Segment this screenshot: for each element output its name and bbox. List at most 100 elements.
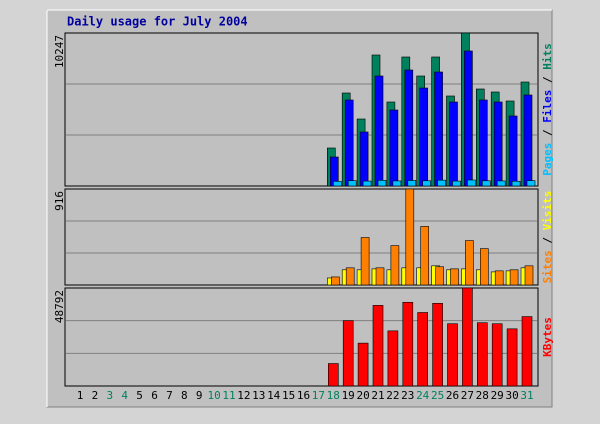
panel <box>64 188 539 286</box>
bar <box>481 180 491 187</box>
x-tick-label: 21 <box>371 389 384 402</box>
y-tick-label: 10247 <box>53 35 66 68</box>
x-tick-label: 28 <box>476 389 489 402</box>
x-tick-label: 1 <box>77 389 84 402</box>
x-tick-label: 14 <box>267 389 281 402</box>
legend: Pages / Files / Hits <box>541 43 554 176</box>
legend-entry: Pages <box>541 143 554 176</box>
x-tick-label: 25 <box>431 389 444 402</box>
bar <box>524 265 534 286</box>
bar <box>359 131 369 187</box>
bar <box>404 69 414 187</box>
bar <box>327 363 339 387</box>
legend-separator: / <box>541 230 554 250</box>
x-tick-label: 23 <box>401 389 414 402</box>
bar <box>392 180 402 187</box>
legend-separator: / <box>541 123 554 143</box>
x-tick-label: 7 <box>166 389 173 402</box>
x-tick-label: 31 <box>520 389 533 402</box>
bar <box>491 323 503 387</box>
x-tick-label: 24 <box>416 389 430 402</box>
x-tick-label: 19 <box>342 389 355 402</box>
bar <box>372 305 384 387</box>
bar <box>506 328 518 387</box>
bar <box>407 180 417 187</box>
bar <box>467 179 476 187</box>
x-tick-label: 3 <box>106 389 113 402</box>
bar <box>387 330 399 387</box>
bar <box>521 316 533 387</box>
legend: KBytes <box>541 317 554 357</box>
bar <box>344 99 354 187</box>
legend-entry: Hits <box>541 43 554 70</box>
bar <box>479 248 489 286</box>
x-tick-label: 17 <box>312 389 325 402</box>
bar <box>496 180 506 187</box>
legend-entry: Visits <box>541 191 554 231</box>
bar <box>390 245 400 286</box>
bar <box>389 109 399 187</box>
bar <box>511 180 521 187</box>
bar <box>465 240 474 286</box>
bar <box>462 287 473 387</box>
x-tick-label: 16 <box>297 389 310 402</box>
bar <box>464 50 473 187</box>
x-tick-label: 8 <box>181 389 188 402</box>
bar <box>493 101 503 187</box>
bar <box>434 71 443 187</box>
bar <box>330 276 340 286</box>
x-tick-label: 30 <box>505 389 518 402</box>
legend-entry: Files <box>541 90 554 123</box>
x-tick-label: 26 <box>446 389 459 402</box>
x-tick-label: 11 <box>222 389 235 402</box>
chart-title: Daily usage for July 2004 <box>67 15 248 29</box>
x-tick-label: 9 <box>196 389 203 402</box>
bar <box>449 101 458 187</box>
x-tick-label: 18 <box>327 389 340 402</box>
x-tick-label: 29 <box>491 389 504 402</box>
y-tick-label: 916 <box>53 191 66 211</box>
x-tick-label: 27 <box>461 389 474 402</box>
bar <box>476 322 488 387</box>
x-tick-label: 20 <box>356 389 369 402</box>
x-tick-label: 22 <box>386 389 399 402</box>
bar <box>332 181 342 187</box>
bar <box>362 180 372 187</box>
x-tick-label: 6 <box>151 389 158 402</box>
bar <box>360 237 370 286</box>
bar <box>447 323 458 387</box>
bar <box>374 75 384 187</box>
bar <box>422 180 432 187</box>
x-tick-label: 5 <box>136 389 143 402</box>
bar <box>509 269 519 286</box>
x-tick-label: 15 <box>282 389 295 402</box>
x-tick-label: 13 <box>252 389 265 402</box>
bar <box>375 267 385 286</box>
bar <box>450 268 459 286</box>
bar <box>452 180 461 187</box>
x-tick-label: 4 <box>121 389 128 402</box>
panel <box>64 32 539 187</box>
bar <box>345 267 355 286</box>
bar <box>432 303 443 387</box>
y-tick-label: 48792 <box>53 290 66 323</box>
legend-separator: / <box>541 70 554 90</box>
bar <box>523 94 533 187</box>
bar <box>478 99 488 187</box>
bar <box>420 226 430 286</box>
bar <box>419 87 429 187</box>
bar <box>342 320 354 387</box>
legend: Sites / Visits <box>541 191 554 284</box>
x-tick-label: 2 <box>92 389 99 402</box>
bar <box>437 179 446 187</box>
legend-entry: KBytes <box>541 317 554 357</box>
x-tick-label: 12 <box>237 389 250 402</box>
bar <box>526 180 536 187</box>
bar <box>508 115 518 187</box>
bar <box>377 180 387 187</box>
bar <box>347 180 357 187</box>
bar <box>405 188 415 286</box>
bar <box>494 270 504 286</box>
bar <box>417 312 429 387</box>
